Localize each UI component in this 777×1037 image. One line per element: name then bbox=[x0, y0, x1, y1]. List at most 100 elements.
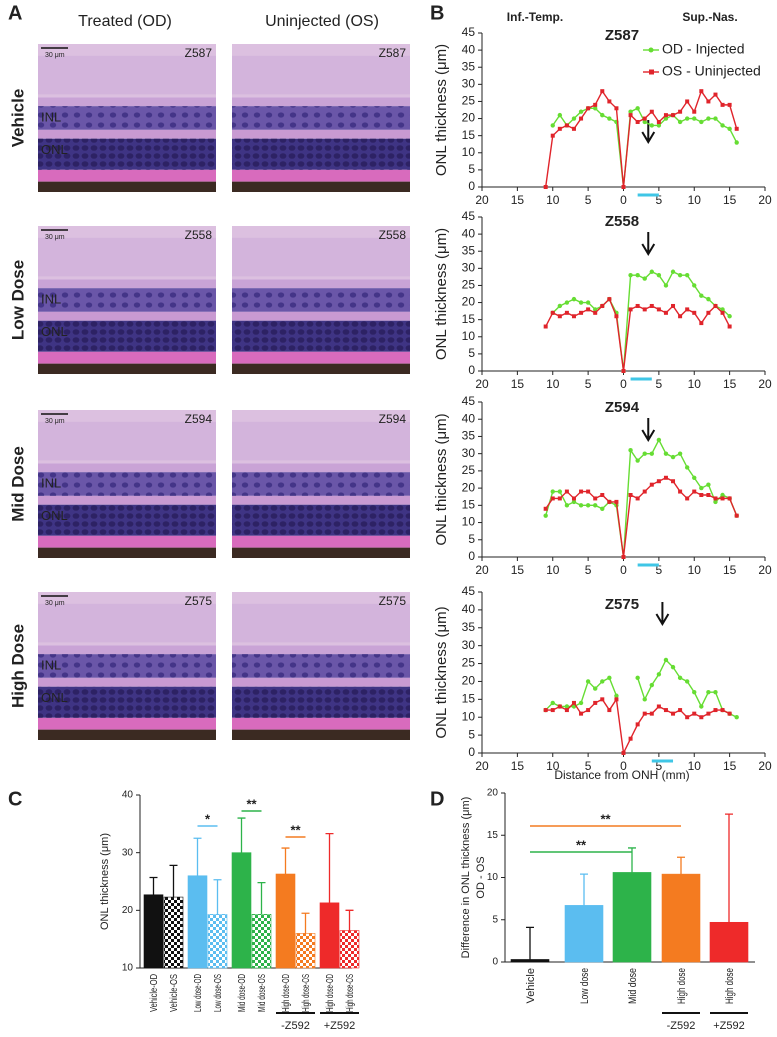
x-tick-label: High dose-OS bbox=[301, 974, 312, 1012]
y-tick-label: 40 bbox=[462, 42, 476, 56]
point bbox=[557, 126, 562, 131]
point bbox=[699, 704, 704, 709]
layer-label: ONL bbox=[41, 142, 68, 157]
point bbox=[656, 672, 662, 677]
point bbox=[578, 700, 584, 706]
x-tick-label: 15 bbox=[723, 759, 737, 773]
point bbox=[593, 503, 598, 508]
point bbox=[635, 496, 640, 501]
point bbox=[649, 269, 654, 274]
sample-id: Z575 bbox=[379, 594, 407, 608]
point bbox=[550, 708, 555, 713]
point bbox=[720, 492, 725, 498]
point bbox=[550, 700, 555, 706]
series-line bbox=[545, 476, 738, 558]
x-tick-label: 20 bbox=[475, 377, 489, 391]
point bbox=[593, 700, 598, 705]
x-tick-label: 5 bbox=[656, 759, 663, 773]
point bbox=[663, 708, 668, 713]
layer-label: INL bbox=[41, 475, 61, 490]
y-tick-label: 35 bbox=[462, 59, 476, 73]
point bbox=[621, 555, 626, 559]
point bbox=[699, 89, 704, 94]
x-tick-label: 15 bbox=[511, 193, 525, 207]
y-tick-label: 15 bbox=[462, 498, 476, 512]
point bbox=[635, 272, 640, 278]
y-tick-label: 25 bbox=[462, 463, 476, 477]
error-bar bbox=[237, 817, 246, 853]
x-tick-label: 10 bbox=[688, 759, 702, 773]
point bbox=[557, 303, 563, 309]
point bbox=[550, 310, 555, 315]
point bbox=[557, 314, 562, 319]
error-bar bbox=[169, 864, 178, 898]
point bbox=[607, 499, 612, 504]
y-tick-label: 20 bbox=[462, 674, 476, 688]
bar bbox=[251, 914, 272, 969]
point bbox=[649, 123, 654, 128]
point bbox=[564, 704, 570, 709]
point bbox=[621, 185, 626, 189]
y-tick-label: 30 bbox=[462, 638, 476, 652]
y-tick-label: 20 bbox=[122, 905, 134, 916]
layer-label: INL bbox=[41, 291, 61, 306]
error-bar bbox=[580, 873, 588, 906]
point bbox=[642, 307, 647, 312]
point bbox=[571, 296, 577, 302]
annotation: Inf.-Temp. bbox=[507, 10, 563, 24]
panel-label: B bbox=[430, 2, 444, 24]
y-tick-label: 15 bbox=[462, 692, 476, 706]
point bbox=[699, 293, 704, 298]
point bbox=[720, 102, 725, 107]
x-tick-label: 5 bbox=[585, 377, 592, 391]
point bbox=[706, 493, 711, 497]
histology-image bbox=[232, 592, 410, 740]
x-tick-label: Low dose bbox=[579, 968, 591, 1004]
point bbox=[642, 489, 647, 494]
point bbox=[579, 489, 584, 494]
x-tick-label: 15 bbox=[511, 759, 525, 773]
point bbox=[564, 310, 569, 315]
point bbox=[678, 708, 683, 713]
point bbox=[678, 314, 683, 319]
x-tick-label: 20 bbox=[758, 193, 772, 207]
point bbox=[550, 489, 555, 494]
significance-label: ** bbox=[576, 837, 587, 852]
y-tick-label: 45 bbox=[462, 25, 476, 39]
significance-label: ** bbox=[246, 796, 257, 811]
x-tick-label: Vehicle bbox=[525, 968, 537, 1003]
point bbox=[727, 324, 732, 329]
point bbox=[706, 482, 711, 487]
y-tick-label: 5 bbox=[468, 532, 475, 546]
x-tick-label: 5 bbox=[656, 377, 663, 391]
scale-bar-label: 30 μm bbox=[45, 52, 65, 59]
point bbox=[706, 310, 711, 315]
point bbox=[692, 689, 697, 695]
bar bbox=[163, 896, 184, 969]
y-tick-label: 10 bbox=[462, 145, 476, 159]
histology-image bbox=[232, 226, 410, 374]
legend-label: OS - Uninjected bbox=[662, 63, 761, 79]
sample-id: Z594 bbox=[379, 412, 407, 426]
point bbox=[557, 496, 562, 501]
series-line bbox=[544, 89, 738, 188]
point bbox=[699, 485, 704, 491]
point bbox=[635, 675, 640, 681]
point bbox=[586, 489, 591, 494]
point bbox=[671, 113, 676, 118]
point bbox=[614, 106, 619, 111]
point bbox=[734, 513, 739, 518]
y-tick-label: 20 bbox=[462, 111, 476, 125]
point bbox=[671, 303, 676, 308]
error-bar bbox=[193, 837, 202, 876]
point bbox=[649, 109, 654, 114]
point bbox=[720, 496, 725, 501]
x-tick-label: Low dose-OD bbox=[193, 974, 204, 1012]
point bbox=[663, 113, 668, 118]
point bbox=[734, 140, 739, 145]
sample-id: Z558 bbox=[185, 228, 213, 242]
point bbox=[600, 303, 605, 308]
point bbox=[607, 116, 612, 121]
bar bbox=[339, 930, 360, 969]
point bbox=[543, 708, 548, 713]
